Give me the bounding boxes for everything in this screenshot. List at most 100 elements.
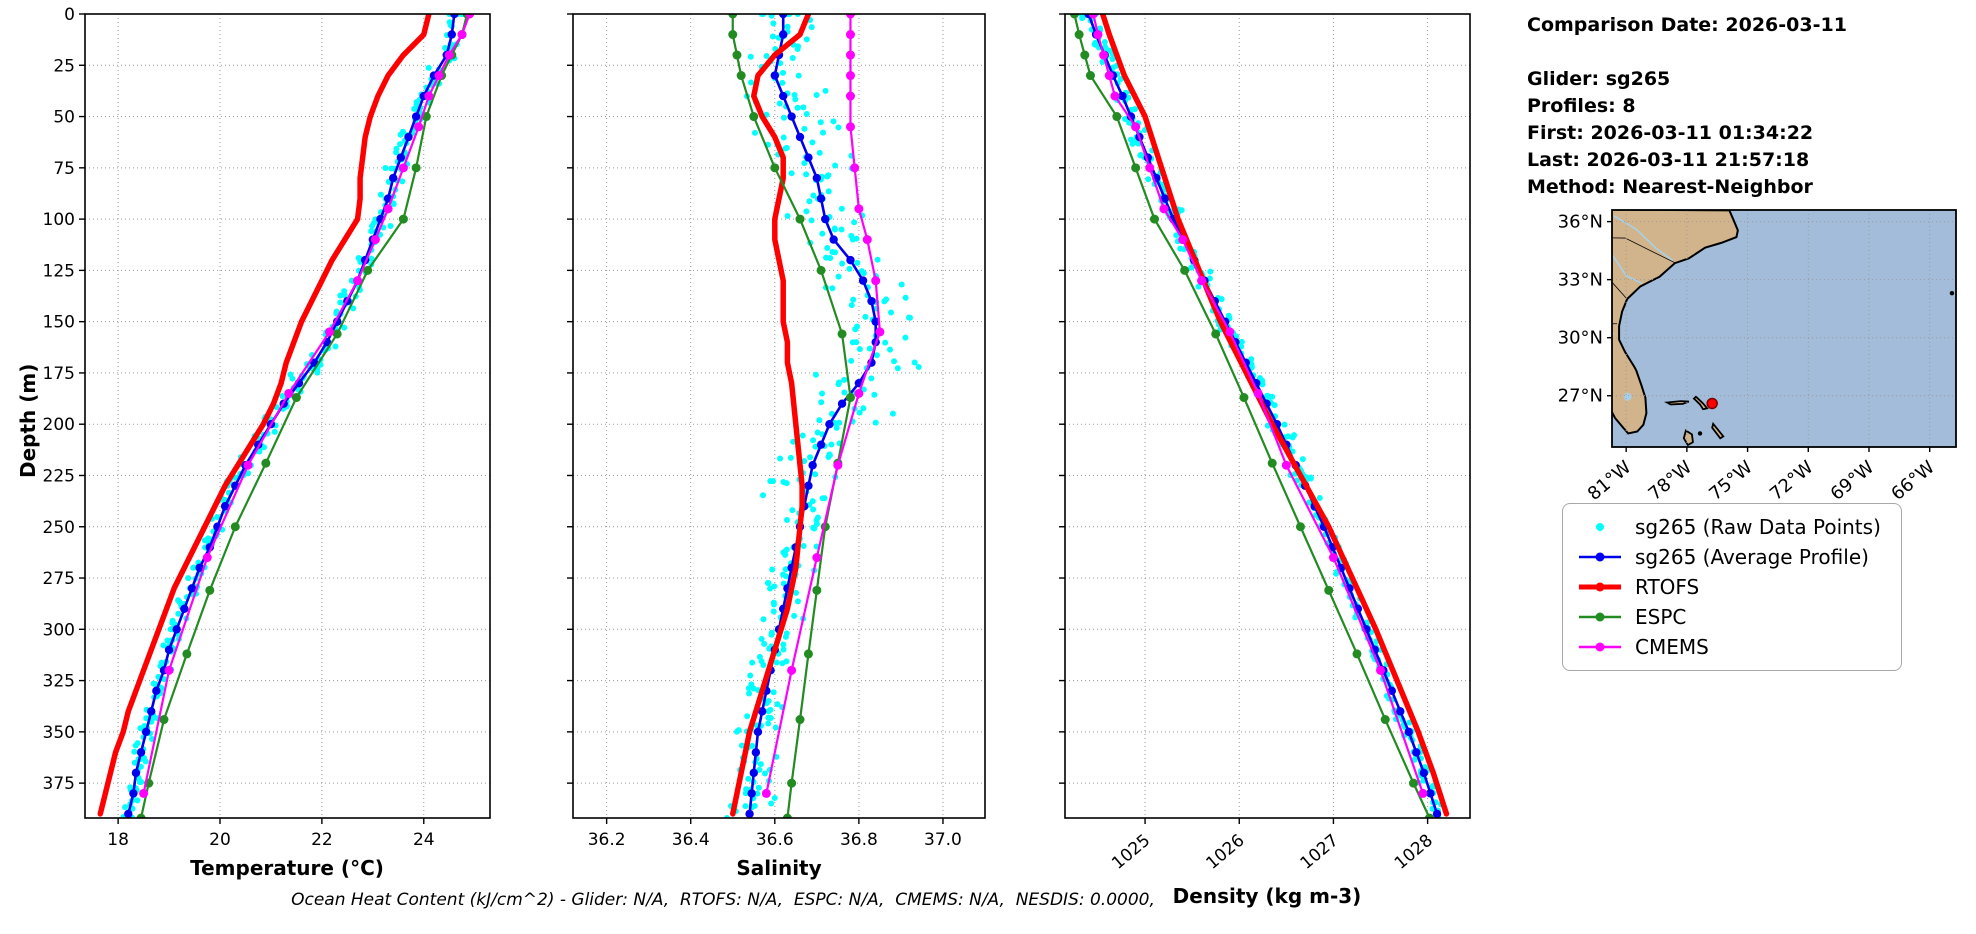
raw-data-point — [382, 164, 389, 171]
raw-data-point — [768, 14, 775, 19]
raw-data-point — [176, 598, 183, 605]
salinity-rtofs-line — [730, 14, 812, 817]
raw-data-point — [806, 198, 813, 205]
raw-data-point — [128, 818, 134, 824]
raw-data-point — [800, 543, 807, 550]
raw-data-point — [760, 616, 767, 623]
raw-data-point — [783, 480, 790, 487]
raw-data-point — [442, 44, 449, 51]
raw-data-point — [770, 20, 777, 27]
raw-data-point — [881, 298, 888, 305]
svg-text:1025: 1025 — [1108, 831, 1154, 874]
raw-data-point — [906, 314, 913, 321]
svg-text:50: 50 — [53, 108, 75, 128]
raw-data-point — [809, 139, 816, 146]
raw-data-point — [841, 389, 848, 396]
legend-label: sg265 (Raw Data Points) — [1635, 515, 1881, 539]
raw-data-point — [134, 797, 141, 804]
raw-data-point — [776, 100, 783, 107]
raw-data-point — [788, 170, 795, 177]
legend-item: CMEMS — [1575, 632, 1883, 662]
raw-data-point — [746, 690, 753, 697]
raw-data-point — [773, 659, 780, 666]
raw-data-point — [829, 285, 836, 292]
raw-data-point — [765, 708, 772, 715]
raw-data-point — [770, 599, 777, 606]
raw-data-point — [1173, 232, 1180, 239]
raw-data-point — [819, 230, 826, 237]
svg-text:1027: 1027 — [1297, 831, 1343, 874]
raw-data-point — [287, 371, 294, 378]
raw-data-point — [1289, 434, 1296, 441]
raw-data-point — [1096, 25, 1103, 32]
raw-data-point — [868, 375, 875, 382]
raw-data-point — [801, 458, 808, 465]
svg-text:250: 250 — [43, 518, 75, 538]
raw-data-point — [765, 720, 772, 727]
raw-data-point — [397, 131, 404, 138]
raw-data-point — [1188, 264, 1195, 271]
density-panel: 1025 1026 1027 1028 — [1059, 13, 1471, 874]
ocean-heat-content-note: Ocean Heat Content (kJ/cm^2) - Glider: N… — [291, 890, 1155, 910]
raw-data-point — [167, 626, 174, 633]
raw-data-point — [744, 713, 751, 720]
svg-text:36.8: 36.8 — [840, 830, 878, 850]
legend-label: RTOFS — [1635, 575, 1700, 599]
depth-axis-label: Depth (m) — [16, 363, 40, 478]
raw-data-point — [1238, 338, 1245, 345]
legend-swatch-icon — [1579, 552, 1621, 562]
raw-data-point — [137, 763, 144, 770]
method: Method: Nearest-Neighbor — [1527, 176, 1813, 198]
svg-text:225: 225 — [43, 466, 75, 486]
density-axis-label: Density (kg m-3) — [1172, 884, 1362, 908]
raw-data-point — [271, 428, 278, 435]
raw-data-point — [848, 302, 855, 309]
raw-data-point — [1271, 402, 1278, 409]
raw-data-point — [801, 160, 808, 167]
raw-data-point — [822, 87, 829, 94]
raw-data-point — [835, 273, 842, 280]
raw-data-point — [201, 537, 208, 544]
raw-data-point — [808, 24, 815, 31]
raw-data-point — [872, 419, 879, 426]
raw-data-point — [1207, 268, 1214, 275]
raw-data-point — [820, 129, 827, 136]
svg-text:81°W: 81°W — [1584, 457, 1636, 505]
raw-data-point — [782, 566, 789, 573]
salinity-axis-label: Salinity — [736, 856, 822, 880]
raw-data-point — [873, 352, 880, 359]
svg-text:375: 375 — [43, 774, 75, 794]
raw-data-point — [767, 819, 773, 825]
raw-data-point — [175, 610, 182, 617]
raw-data-point — [826, 452, 833, 459]
legend-item: RTOFS — [1575, 572, 1883, 602]
raw-data-point — [185, 575, 192, 582]
legend-label: sg265 (Average Profile) — [1635, 545, 1869, 569]
raw-data-point — [128, 820, 134, 826]
raw-data-point — [791, 92, 798, 99]
temperature-axis-label: Temperature (°C) — [190, 856, 384, 880]
raw-data-point — [1285, 433, 1292, 440]
raw-data-point — [803, 111, 810, 118]
raw-data-point — [782, 145, 789, 152]
map-river — [1612, 254, 1643, 285]
legend-item: ESPC — [1575, 602, 1883, 632]
raw-data-point — [780, 571, 787, 578]
raw-data-point — [758, 658, 765, 665]
raw-data-point — [807, 454, 814, 461]
raw-data-point — [388, 165, 395, 172]
raw-data-point — [832, 162, 839, 169]
raw-data-point — [902, 334, 909, 341]
raw-data-point — [1225, 312, 1232, 319]
glider-id: Glider: sg265 — [1527, 68, 1671, 90]
raw-data-point — [898, 281, 905, 288]
raw-data-point — [768, 800, 775, 807]
raw-data-point — [808, 217, 815, 224]
raw-data-point — [810, 437, 817, 444]
state-border — [1612, 281, 1627, 299]
raw-data-point — [803, 171, 810, 178]
raw-data-point — [748, 79, 755, 86]
raw-data-point — [866, 345, 873, 352]
raw-data-point — [368, 228, 375, 235]
